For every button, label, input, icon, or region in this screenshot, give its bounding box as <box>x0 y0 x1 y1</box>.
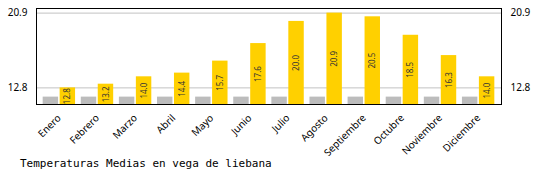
svg-text:13.2: 13.2 <box>100 86 111 102</box>
svg-text:17.6: 17.6 <box>252 66 263 82</box>
html-text:Temperaturas Medias en vega de: Temperaturas Medias en vega de liebana <box>20 157 272 170</box>
svg-text:18.5: 18.5 <box>404 62 415 78</box>
svg-text:20.5: 20.5 <box>366 52 377 68</box>
svg-text:Agosto: Agosto <box>297 111 330 144</box>
svg-text:12.8: 12.8 <box>8 80 28 94</box>
svg-text:Marzo: Marzo <box>109 111 140 142</box>
svg-text:16.3: 16.3 <box>443 72 454 88</box>
svg-text:Diciembre: Diciembre <box>439 111 483 155</box>
svg-text:14.0: 14.0 <box>138 82 149 98</box>
svg-text:20.0: 20.0 <box>290 55 301 71</box>
svg-text:Noviembre: Noviembre <box>398 111 445 156</box>
svg-text:Julio: Julio <box>268 111 293 136</box>
svg-text:Abril: Abril <box>153 111 178 136</box>
svg-text:15.7: 15.7 <box>214 74 225 90</box>
svg-text:14.4: 14.4 <box>176 80 187 96</box>
svg-text:Octubre: Octubre <box>370 111 407 148</box>
svg-text:12.8: 12.8 <box>511 80 531 94</box>
svg-text:Septiembre: Septiembre <box>320 111 368 156</box>
svg-text:20.9: 20.9 <box>511 5 531 19</box>
svg-text:Febrero: Febrero <box>66 111 102 147</box>
svg-text:Enero: Enero <box>34 111 63 140</box>
svg-text:Junio: Junio <box>227 111 254 138</box>
svg-text:20.9: 20.9 <box>328 50 339 66</box>
svg-text:14.0: 14.0 <box>481 82 492 98</box>
svg-text:12.8: 12.8 <box>61 88 72 104</box>
svg-text:20.9: 20.9 <box>8 5 28 19</box>
svg-text:Mayo: Mayo <box>188 111 216 139</box>
